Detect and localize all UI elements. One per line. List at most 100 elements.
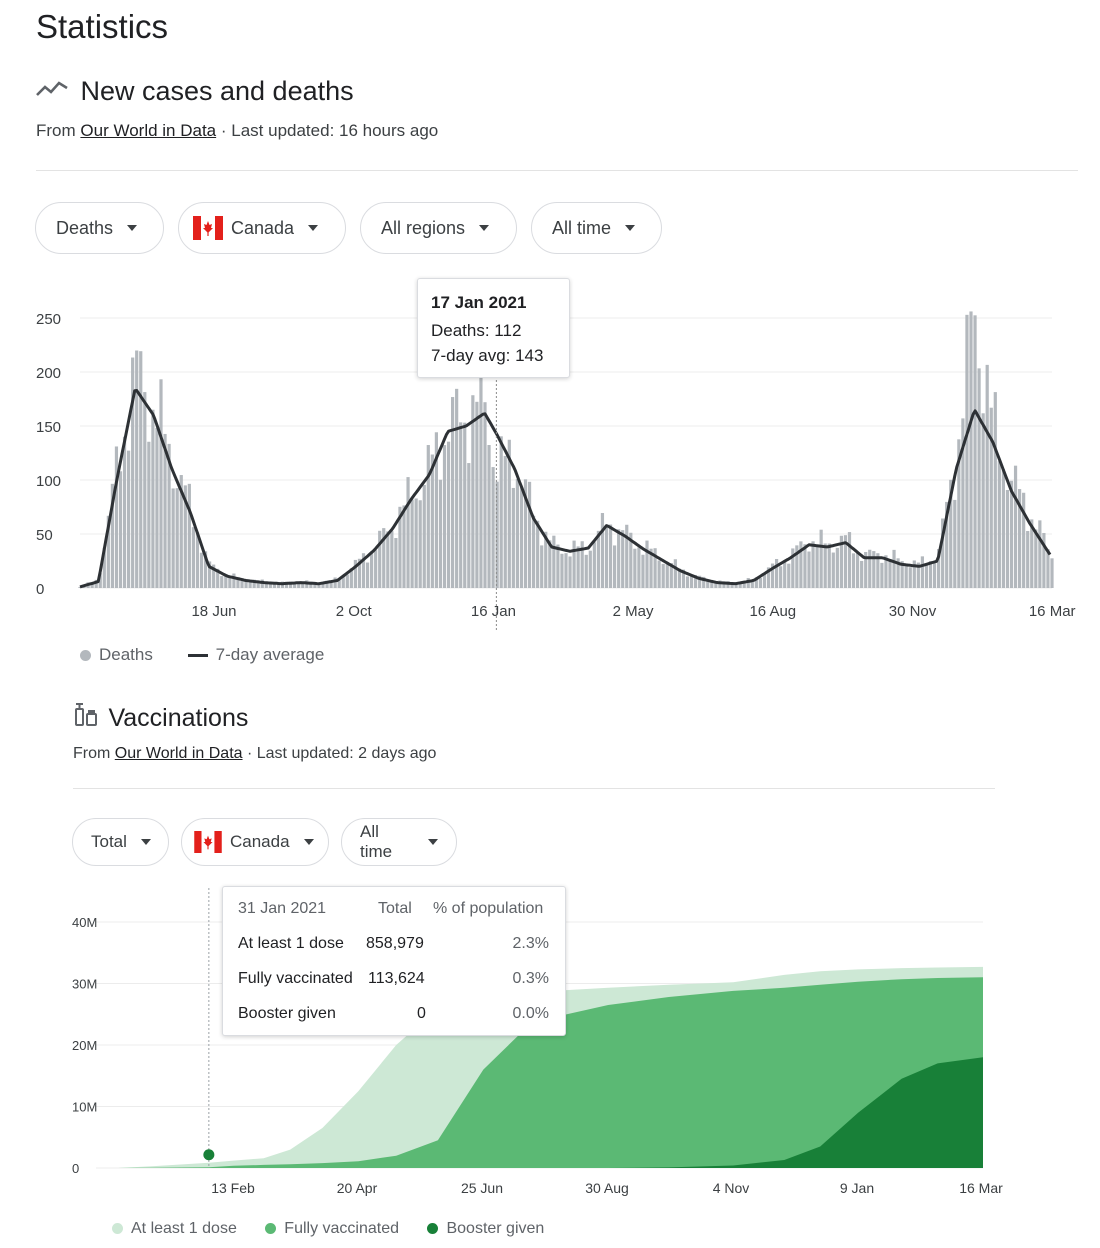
deaths-bar <box>195 532 200 588</box>
deaths-bar <box>860 560 864 588</box>
deaths-bar <box>378 530 382 588</box>
deaths-bar <box>122 436 127 588</box>
deaths-bar <box>519 487 524 588</box>
deaths-bar <box>523 479 528 588</box>
deaths-bar <box>212 564 216 588</box>
source-link-owid[interactable]: Our World in Data <box>114 745 243 762</box>
deaths-bar <box>349 568 353 588</box>
deaths-bar <box>807 551 811 588</box>
deaths-bar <box>872 551 876 588</box>
deaths-bar <box>382 528 386 588</box>
deaths-bar <box>264 582 268 588</box>
vacc-legend: At least 1 dose Fully vaccinated Booster… <box>112 1220 544 1238</box>
deaths-bar <box>398 506 402 588</box>
deaths-bar <box>937 549 941 588</box>
deaths-bar <box>981 413 985 588</box>
deaths-bar <box>102 547 106 588</box>
x-tick-label: 16 Mar <box>959 1180 1003 1196</box>
deaths-bar <box>442 445 447 588</box>
trend-icon <box>36 78 68 105</box>
deaths-bar <box>532 515 536 588</box>
deaths-bar <box>985 364 989 588</box>
time-dropdown-label: All time <box>552 217 612 238</box>
y-tick-label: 20M <box>72 1038 97 1053</box>
deaths-bar <box>843 535 848 588</box>
deaths-bar <box>422 484 426 588</box>
y-tick-label: 200 <box>36 365 61 382</box>
y-tick-label: 30M <box>72 977 97 992</box>
deaths-bar <box>783 560 787 588</box>
deaths-bar <box>455 388 459 588</box>
deaths-bar <box>888 558 892 588</box>
vacc-time-dropdown[interactable]: All time <box>341 818 457 866</box>
vaccinations-chart[interactable]: 0 10M 20M 30M 40M 13 Feb 20 Apr 25 Jun 30 Aug 4 N… <box>0 880 1100 1205</box>
deaths-bar <box>463 422 467 588</box>
country-dropdown[interactable]: Canada <box>178 202 346 254</box>
vacc-tooltip-row-label: At least 1 dose <box>238 935 344 952</box>
deaths-bar <box>459 422 463 588</box>
chevron-down-icon <box>140 839 151 845</box>
deaths-bar <box>289 581 293 588</box>
x-tick-label: 9 Jan <box>840 1180 874 1196</box>
deaths-bar <box>920 556 924 588</box>
syringe-icon <box>74 703 98 734</box>
deaths-bar <box>293 583 297 588</box>
deaths-bar <box>754 577 758 588</box>
source-link-owid[interactable]: Our World in Data <box>80 121 217 140</box>
deaths-chart[interactable]: 0 50 100 150 200 250 18 Jun 2 Oct 16 Jan 2 May 16 … <box>0 270 1100 640</box>
deaths-bar <box>892 549 896 588</box>
x-tick-label: 4 Nov <box>713 1180 750 1196</box>
vacc-metric-label: Total <box>91 832 127 851</box>
x-tick-label: 18 Jun <box>191 603 236 620</box>
deaths-bar <box>977 368 981 588</box>
deaths-bar <box>993 392 997 588</box>
deaths-bar <box>203 551 208 588</box>
deaths-bar <box>584 554 588 588</box>
area-fully-vaccinated <box>118 977 983 1168</box>
cases-section-header: New cases and deaths <box>36 76 354 107</box>
deaths-bar <box>208 561 212 588</box>
metric-dropdown[interactable]: Deaths <box>35 202 164 254</box>
deaths-bar <box>694 574 698 588</box>
deaths-bar <box>228 576 232 588</box>
deaths-bar <box>167 443 171 588</box>
deaths-bar <box>916 562 920 588</box>
deaths-bar <box>689 574 694 588</box>
vacc-tooltip-date: 31 Jan 2021 <box>238 900 327 917</box>
deaths-bar <box>685 576 690 588</box>
cases-updated: · Last updated: 16 hours ago <box>220 121 439 140</box>
deaths-tooltip: 17 Jan 2021 Deaths: 112 7-day avg: 143 <box>417 278 570 378</box>
deaths-bar <box>957 439 961 588</box>
deaths-bar <box>410 499 414 588</box>
deaths-bar <box>613 545 617 588</box>
deaths-bar <box>163 433 167 588</box>
deaths-bar <box>856 552 860 588</box>
deaths-bar <box>864 551 868 588</box>
deaths-bar <box>710 580 714 588</box>
tooltip-deaths: Deaths: 112 <box>431 321 522 340</box>
legend-dose1: At least 1 dose <box>131 1220 237 1237</box>
deaths-bar <box>199 552 204 588</box>
time-dropdown[interactable]: All time <box>531 202 662 254</box>
deaths-bar <box>345 574 349 588</box>
deaths-bar <box>665 562 669 588</box>
deaths-bar <box>536 520 540 588</box>
deaths-bar <box>791 548 795 588</box>
deaths-bar <box>438 479 443 588</box>
region-dropdown[interactable]: All regions <box>360 202 517 254</box>
deaths-bar <box>702 576 706 588</box>
region-dropdown-label: All regions <box>381 217 466 238</box>
vacc-metric-dropdown[interactable]: Total <box>72 818 169 866</box>
vacc-country-dropdown[interactable]: Canada <box>181 818 329 866</box>
deaths-bar <box>220 576 224 588</box>
deaths-bar <box>341 575 345 588</box>
deaths-bar <box>544 531 548 588</box>
deaths-bar <box>147 441 151 588</box>
deaths-bar <box>815 544 819 588</box>
deaths-bar <box>430 454 434 588</box>
deaths-bar <box>406 477 410 588</box>
source-prefix: From <box>36 121 76 140</box>
deaths-bar <box>313 582 317 588</box>
deaths-bar <box>317 583 321 588</box>
deaths-bar <box>896 558 900 588</box>
